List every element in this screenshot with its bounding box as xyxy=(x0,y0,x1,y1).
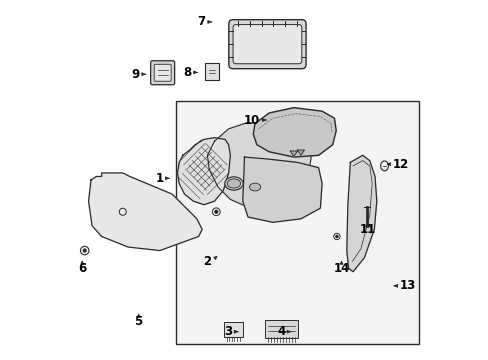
Polygon shape xyxy=(177,138,230,205)
Ellipse shape xyxy=(249,183,260,191)
Text: 13: 13 xyxy=(399,279,415,292)
Polygon shape xyxy=(297,150,304,155)
Ellipse shape xyxy=(246,181,263,193)
Text: 11: 11 xyxy=(359,223,375,236)
Polygon shape xyxy=(88,173,202,251)
Circle shape xyxy=(335,235,337,238)
Text: 8: 8 xyxy=(183,66,191,79)
Text: 6: 6 xyxy=(78,262,86,275)
Bar xyxy=(175,100,418,344)
Circle shape xyxy=(214,210,217,213)
Polygon shape xyxy=(253,108,336,157)
Text: 4: 4 xyxy=(277,325,285,338)
Circle shape xyxy=(83,249,86,252)
Ellipse shape xyxy=(224,177,243,190)
Text: 7: 7 xyxy=(197,15,205,28)
Text: 5: 5 xyxy=(134,315,142,328)
FancyBboxPatch shape xyxy=(223,322,242,337)
FancyBboxPatch shape xyxy=(264,320,298,338)
Ellipse shape xyxy=(227,179,240,188)
Polygon shape xyxy=(290,151,297,156)
Text: 3: 3 xyxy=(224,325,232,338)
Polygon shape xyxy=(242,157,322,222)
Text: 14: 14 xyxy=(333,262,349,275)
FancyBboxPatch shape xyxy=(233,24,301,64)
Text: 2: 2 xyxy=(203,255,211,267)
FancyBboxPatch shape xyxy=(154,64,171,81)
Polygon shape xyxy=(207,122,311,208)
Polygon shape xyxy=(346,155,376,272)
FancyBboxPatch shape xyxy=(150,61,174,85)
FancyBboxPatch shape xyxy=(228,20,305,69)
Text: 12: 12 xyxy=(392,158,408,171)
Text: 1: 1 xyxy=(155,172,163,185)
Text: 10: 10 xyxy=(244,113,260,126)
Text: 9: 9 xyxy=(131,68,140,81)
FancyBboxPatch shape xyxy=(204,63,219,80)
